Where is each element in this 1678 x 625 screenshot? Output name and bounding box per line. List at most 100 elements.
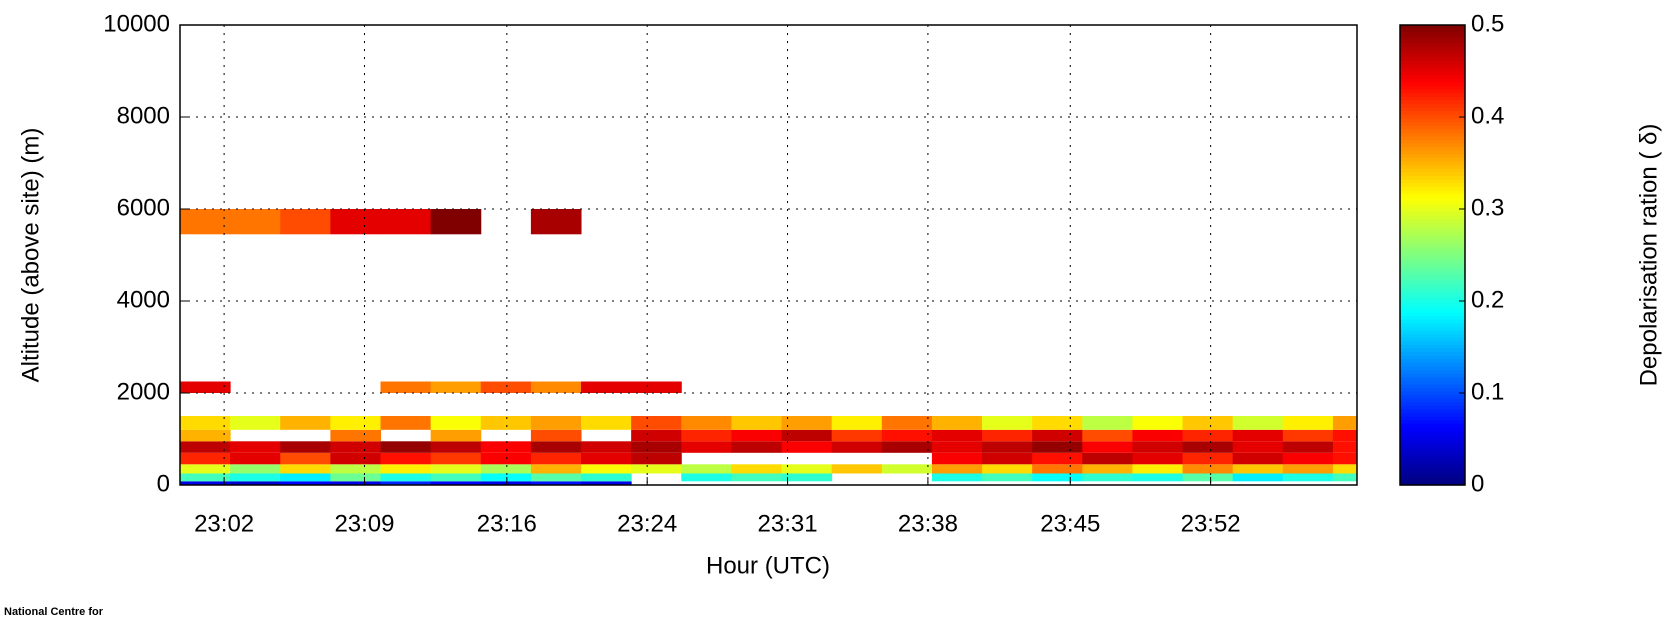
heatmap-cell [631,429,682,442]
colorbar-step [1400,348,1465,353]
colorbar-step [1400,330,1465,335]
colorbar-step [1400,427,1465,432]
heatmap-cell [1332,473,1358,482]
colorbar-step [1400,125,1465,130]
colorbar-step [1400,168,1465,173]
heatmap-cell [530,481,582,485]
colorbar-step [1400,233,1465,238]
y-axis-label: Altitude (above site) (m) [17,128,44,383]
heatmap-cell [1282,416,1334,430]
heatmap-cell [280,452,331,465]
colorbar-step [1400,161,1465,166]
heatmap-cell [982,416,1033,430]
colorbar-step [1400,150,1465,155]
colorbar-step [1400,481,1465,486]
heatmap-cell [1232,452,1284,465]
colorbar-step [1400,370,1465,375]
colorbar-step [1400,111,1465,116]
heatmap-cell [330,429,382,442]
heatmap-cell [1082,464,1133,474]
x-tick-label: 23:02 [194,510,254,537]
heatmap-cell [530,416,582,430]
heatmap-cell [1132,452,1184,465]
heatmap-cell [581,464,632,474]
heatmap-cell [631,441,682,453]
heatmap-cell [530,473,582,482]
colorbar-step [1400,75,1465,80]
heatmap-cell [430,452,482,465]
heatmap-cell [781,429,833,442]
colorbar-step [1400,96,1465,102]
colorbar-step [1400,413,1465,418]
heatmap-cell [380,441,432,453]
heatmap-cell [931,473,983,482]
colorbar-step [1400,402,1465,407]
colorbar-step [1400,46,1465,51]
heatmap-cell [330,473,382,482]
heatmap-cell [581,481,632,485]
colorbar-step [1400,93,1465,98]
heatmap-cell [1282,464,1334,474]
footer: National Centre for [4,606,104,618]
colorbar-step [1400,219,1465,224]
heatmap-cell [681,429,732,442]
colorbar-step [1400,255,1465,260]
y-tick-label: 4000 [117,286,170,313]
heatmap-cell [330,481,382,485]
heatmap-cell [380,481,432,485]
colorbar-step [1400,89,1465,94]
colorbar-step [1400,280,1465,285]
heatmap-cell [180,416,231,430]
colorbar-step [1400,387,1465,393]
colorbar-step [1400,100,1465,105]
heatmap-cell [581,416,632,430]
colorbar-step [1400,456,1465,461]
colorbar-step [1400,240,1465,245]
heatmap-cell [1232,473,1284,482]
colorbar-step [1400,352,1465,357]
heatmap-cell [1132,429,1184,442]
heatmap-cell [180,464,231,474]
heatmap-cell [1282,452,1334,465]
colorbar-step [1400,359,1465,364]
colorbar-step [1400,140,1465,145]
y-tick-label: 6000 [117,194,170,221]
heatmap-cell [530,441,582,453]
colorbar-step [1400,316,1465,321]
heatmap-cell [831,464,883,474]
heatmap-cell [781,416,833,430]
heatmap-cell [280,416,331,430]
heatmap-cell [631,452,682,465]
heatmap-cell [230,452,281,465]
colorbar-step [1400,50,1465,55]
colorbar-step [1400,78,1465,84]
x-tick-label: 23:09 [334,510,394,537]
heatmap-cell [230,473,281,482]
colorbar-step [1400,179,1465,184]
heatmap-cell [831,441,883,453]
heatmap-cell [731,464,783,474]
colorbar-step [1400,452,1465,457]
colorbar-step [1400,129,1465,134]
colorbar-step [1400,172,1465,177]
colorbar-step [1400,229,1465,235]
heatmap-cell [881,441,933,453]
colorbar-step [1400,416,1465,421]
x-tick-label: 23:52 [1181,510,1241,537]
colorbar-step [1400,298,1465,303]
colorbar-step [1400,190,1465,195]
colorbar-step [1400,201,1465,206]
heatmap-cell [230,441,281,453]
colorbar-step [1400,305,1465,310]
heatmap-cell [430,473,482,482]
heatmap-cell [982,473,1033,482]
colorbar-step [1400,193,1465,199]
heatmap-cell [180,429,231,442]
y-tick-label: 2000 [117,378,170,405]
colorbar-step [1400,118,1465,123]
y-tick-label: 0 [157,470,170,497]
colorbar-step [1400,208,1465,213]
heatmap-cell [581,441,632,453]
heatmap-cell [931,416,983,430]
heatmap-cell [330,209,382,235]
